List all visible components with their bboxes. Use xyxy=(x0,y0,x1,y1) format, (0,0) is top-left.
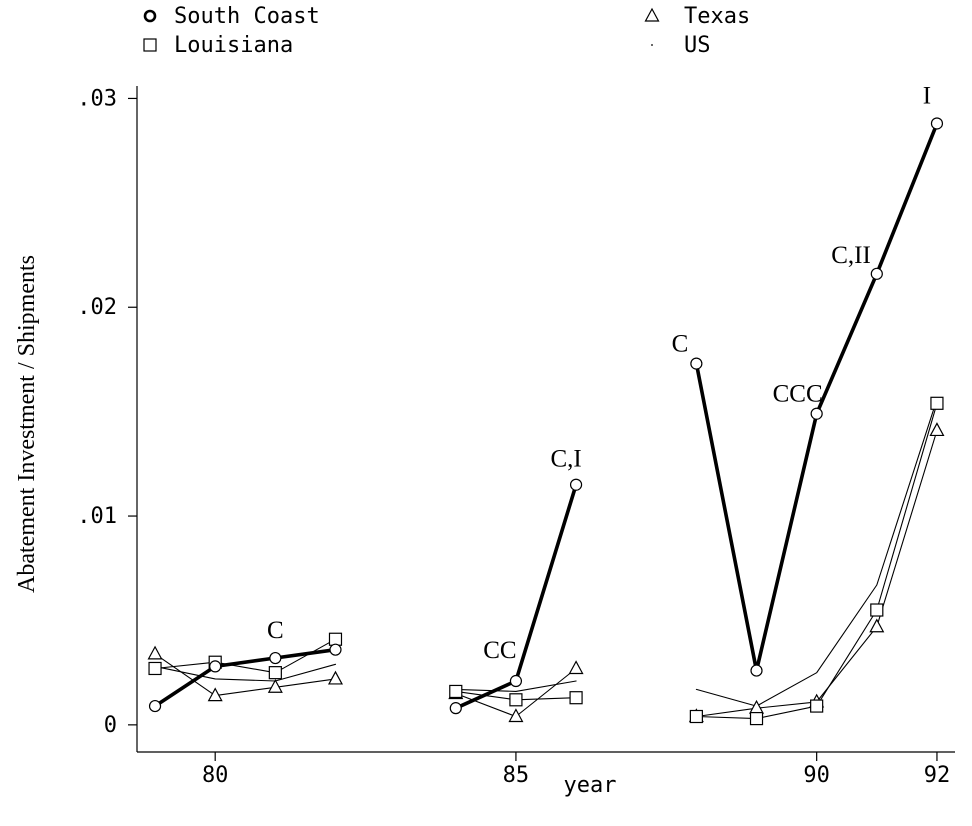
x-axis-label: year xyxy=(564,773,617,798)
legend: South Coast Louisiana Texas US xyxy=(143,4,750,58)
x-tick-label: 92 xyxy=(924,763,951,788)
annotation-label: C,I xyxy=(550,446,581,473)
data-point-louisiana xyxy=(870,603,884,617)
data-point-louisiana xyxy=(689,709,703,724)
data-point-texas xyxy=(869,618,885,633)
legend-label-south-coast: South Coast xyxy=(174,4,320,29)
data-point-louisiana xyxy=(148,661,162,676)
data-point-louisiana xyxy=(328,632,343,646)
annotation-label: CC xyxy=(483,637,516,664)
series-line-us xyxy=(695,398,938,707)
legend-marker-south-coast xyxy=(143,9,157,23)
data-point-texas xyxy=(568,660,584,675)
data-point-south-coast xyxy=(329,643,342,656)
series-line-texas xyxy=(154,653,337,697)
legend-marker-louisiana xyxy=(143,38,157,52)
data-point-south-coast xyxy=(269,651,282,665)
data-point-louisiana xyxy=(449,684,463,699)
data-point-texas xyxy=(147,645,163,660)
series-line-south-coast xyxy=(453,482,578,711)
data-point-south-coast xyxy=(870,267,883,280)
data-point-south-coast xyxy=(509,674,523,688)
legend-label-texas: Texas xyxy=(684,4,750,29)
x-tick-label: 80 xyxy=(202,763,229,788)
y-tick-label: .03 xyxy=(77,86,117,111)
data-point-south-coast xyxy=(690,357,703,370)
legend-marker-us xyxy=(651,44,653,46)
data-point-louisiana xyxy=(810,699,824,713)
series-line-south-coast xyxy=(153,647,338,708)
data-point-texas xyxy=(508,708,524,723)
series-line-louisiana xyxy=(695,402,938,720)
data-point-texas xyxy=(929,422,945,437)
y-tick-label: 0 xyxy=(104,713,117,738)
data-point-south-coast xyxy=(750,664,763,677)
annotation-label: CCC xyxy=(773,381,823,408)
annotation-label: C xyxy=(672,331,689,358)
data-point-louisiana xyxy=(749,711,764,726)
x-tick-label: 90 xyxy=(803,763,830,788)
data-point-south-coast xyxy=(449,702,462,715)
series-line-louisiana xyxy=(154,638,337,674)
data-point-louisiana xyxy=(930,396,944,410)
legend-marker-texas xyxy=(644,7,660,22)
series-line-texas xyxy=(695,429,938,718)
axes xyxy=(136,86,955,753)
x-tick-label: 85 xyxy=(503,763,530,788)
y-tick-label: .02 xyxy=(77,295,117,320)
data-point-south-coast xyxy=(810,407,823,420)
data-point-louisiana xyxy=(268,666,282,680)
series-markers xyxy=(147,117,945,726)
data-point-south-coast xyxy=(930,117,944,130)
annotation-label: I xyxy=(923,82,931,109)
x-ticks: 80 85 90 92 xyxy=(202,752,950,788)
y-ticks: 0 .01 .02 .03 xyxy=(77,86,137,738)
data-point-south-coast xyxy=(569,478,583,491)
data-point-south-coast xyxy=(209,660,222,673)
series-line-us xyxy=(154,663,337,682)
data-point-texas xyxy=(327,670,343,685)
y-axis-label: Abatement Investment / Shipments xyxy=(14,255,40,593)
annotation-label: C,II xyxy=(831,242,871,269)
data-point-texas xyxy=(207,687,223,702)
data-point-texas xyxy=(267,679,283,693)
y-tick-label: .01 xyxy=(77,504,117,529)
legend-label-louisiana: Louisiana xyxy=(174,33,293,58)
legend-label-us: US xyxy=(684,33,711,58)
annotation-label: C xyxy=(267,617,284,644)
data-point-south-coast xyxy=(148,699,162,713)
data-point-louisiana xyxy=(569,691,583,705)
data-point-louisiana xyxy=(509,693,523,707)
